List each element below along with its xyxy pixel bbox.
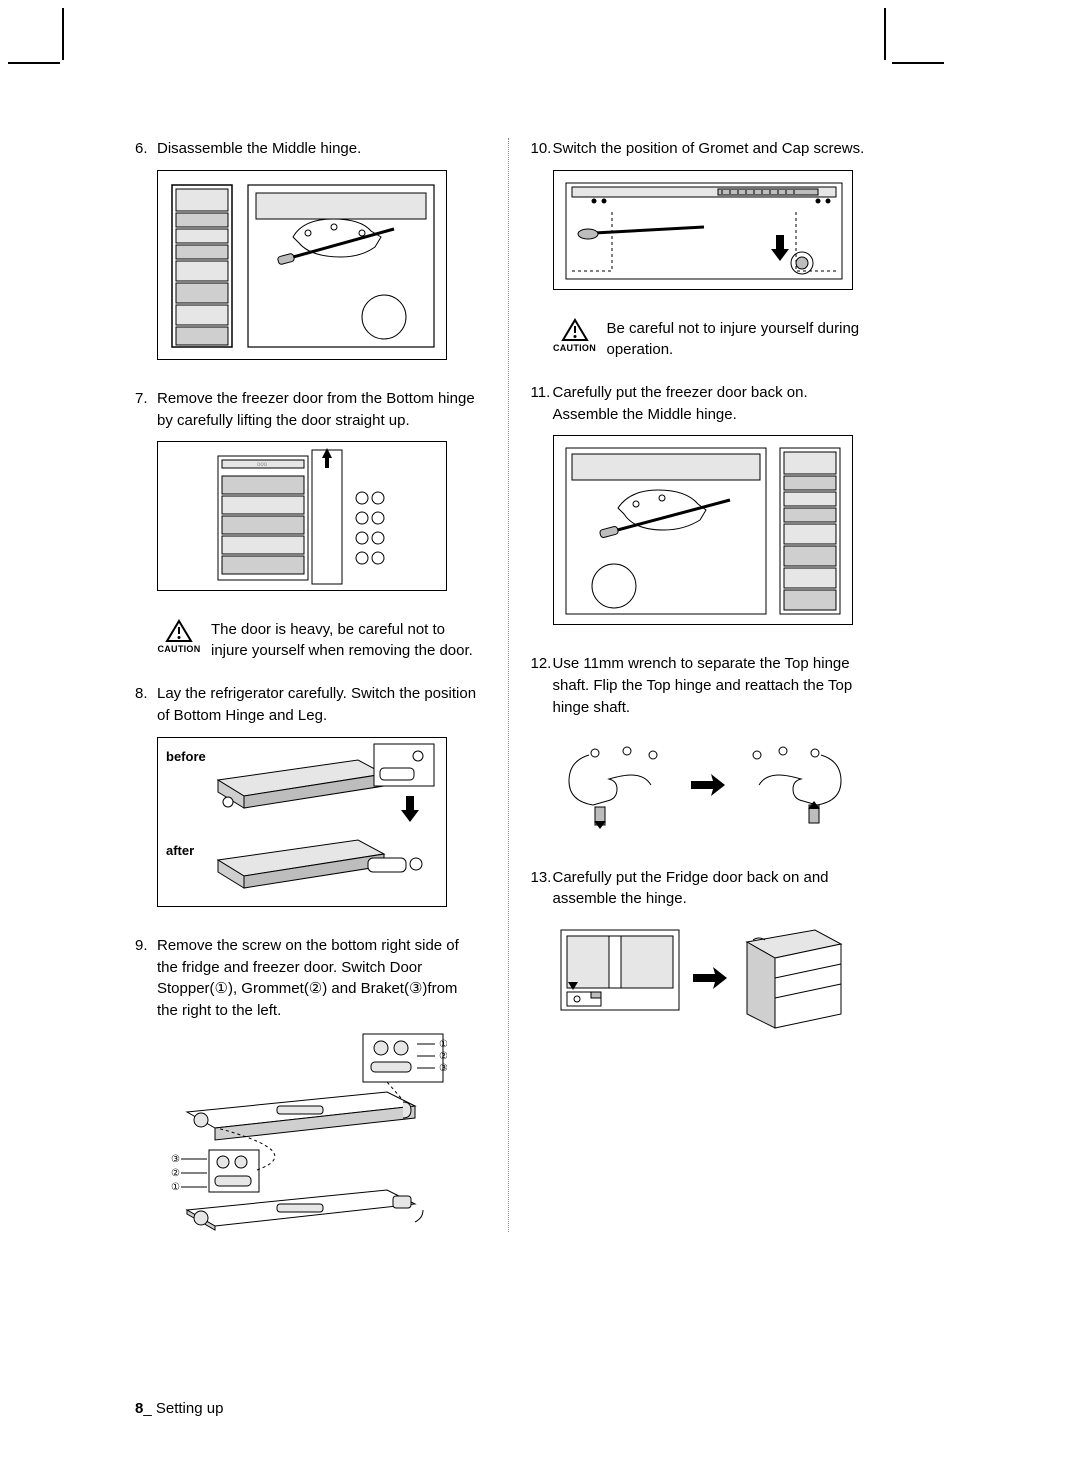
caution-text: Be careful not to injure yourself during… [607, 318, 876, 360]
step-number: 8. [135, 683, 157, 727]
step-11: 11. Carefully put the freezer door back … [531, 382, 876, 626]
svg-text:①: ① [439, 1039, 447, 1050]
step-6: 6. Disassemble the Middle hinge. [135, 138, 480, 360]
caution-icon: CAUTION [553, 318, 597, 355]
footer-section: Setting up [156, 1400, 224, 1417]
diagram-step11 [553, 435, 853, 625]
step-text: Switch the position of Gromet and Cap sc… [553, 138, 876, 160]
step-10: 10. Switch the position of Gromet and Ca… [531, 138, 876, 290]
diagram-step10 [553, 170, 853, 290]
caution-step7: CAUTION The door is heavy, be careful no… [157, 619, 480, 661]
caution-icon: CAUTION [157, 619, 201, 656]
step-text: Carefully put the Fridge door back on an… [553, 867, 876, 911]
step-number: 9. [135, 935, 157, 1022]
diagram-step8: before after [157, 737, 447, 907]
label-after: after [166, 842, 194, 861]
crop-mark [884, 8, 886, 60]
diagram-step12 [553, 729, 853, 839]
step-7: 7. Remove the freezer door from the Bott… [135, 388, 480, 592]
step-number: 7. [135, 388, 157, 432]
step-number: 12. [531, 653, 553, 718]
svg-text:②: ② [171, 1168, 180, 1179]
diagram-step6 [157, 170, 447, 360]
step-text: Remove the freezer door from the Bottom … [157, 388, 480, 432]
svg-text:③: ③ [171, 1154, 180, 1165]
step-number: 10. [531, 138, 553, 160]
svg-text:ooo: ooo [257, 462, 268, 468]
step-text: Use 11mm wrench to separate the Top hing… [553, 653, 876, 718]
left-column: 6. Disassemble the Middle hinge. [135, 138, 480, 1232]
step-text: Remove the screw on the bottom right sid… [157, 935, 480, 1022]
caution-step10: CAUTION Be careful not to injure yoursel… [553, 318, 876, 360]
crop-mark [62, 8, 64, 60]
svg-text:②: ② [439, 1051, 447, 1062]
manual-page: 6. Disassemble the Middle hinge. [0, 0, 1080, 1462]
right-column: 10. Switch the position of Gromet and Ca… [508, 138, 876, 1232]
page-footer: 8_ Setting up [135, 1400, 223, 1417]
diagram-step13 [553, 920, 853, 1040]
caution-label: CAUTION [553, 342, 597, 355]
caution-label: CAUTION [157, 643, 201, 656]
step-text: Lay the refrigerator carefully. Switch t… [157, 683, 480, 727]
step-9: 9. Remove the screw on the bottom right … [135, 935, 480, 1232]
footer-separator: _ [143, 1400, 151, 1417]
step-text: Carefully put the freezer door back on. … [553, 382, 876, 426]
step-12: 12. Use 11mm wrench to separate the Top … [531, 653, 876, 838]
crop-mark [892, 62, 944, 64]
diagram-step9: ① ② ③ ③ ② ① [157, 1032, 447, 1232]
svg-text:③: ③ [439, 1063, 447, 1074]
step-13: 13. Carefully put the Fridge door back o… [531, 867, 876, 1041]
step-number: 6. [135, 138, 157, 160]
caution-text: The door is heavy, be careful not to inj… [211, 619, 480, 661]
step-text: Disassemble the Middle hinge. [157, 138, 480, 160]
step-number: 13. [531, 867, 553, 911]
label-before: before [166, 748, 206, 767]
content-columns: 6. Disassemble the Middle hinge. [135, 138, 875, 1232]
diagram-step7: ooo [157, 441, 447, 591]
step-8: 8. Lay the refrigerator carefully. Switc… [135, 683, 480, 907]
crop-mark [8, 62, 60, 64]
step-number: 11. [531, 382, 553, 426]
svg-text:①: ① [171, 1182, 180, 1193]
